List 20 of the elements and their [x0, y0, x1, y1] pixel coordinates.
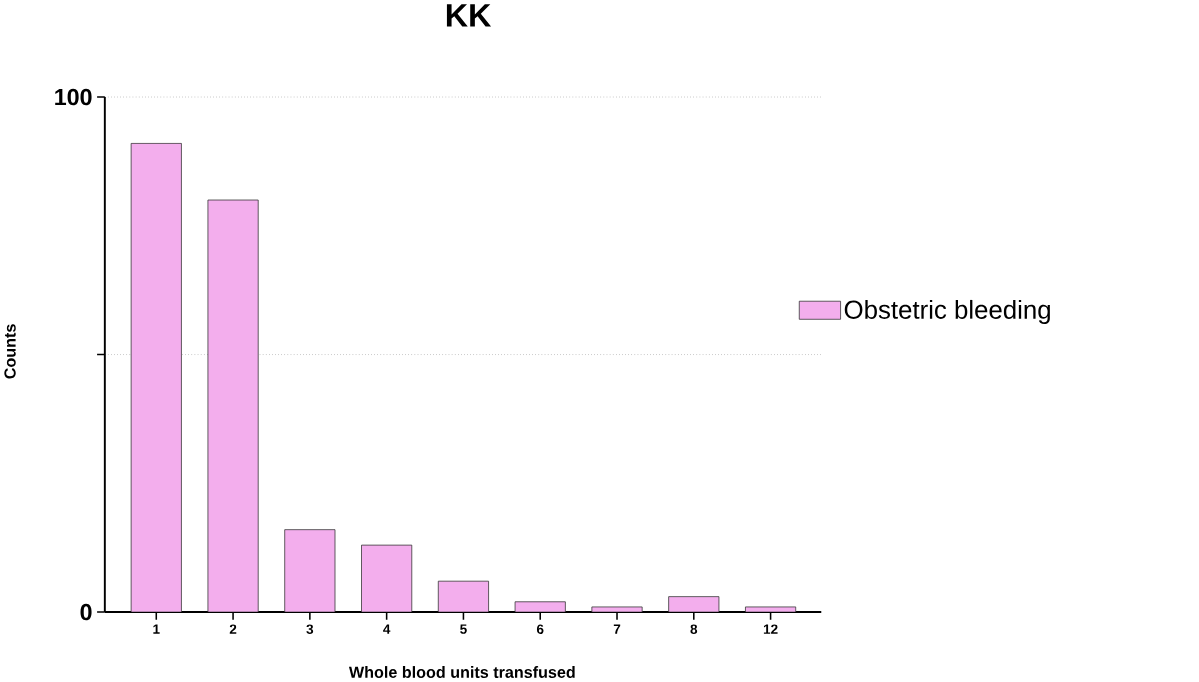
y-axis-title: Counts: [4, 324, 16, 379]
x-tick-label: 8: [690, 624, 698, 634]
x-tick-label: 4: [383, 624, 391, 634]
bar: [284, 529, 336, 612]
x-tick-label: 1: [153, 624, 160, 634]
y-tick-label: 0: [80, 603, 92, 621]
y-tick-label: 100: [55, 88, 92, 106]
x-tick-label: 6: [536, 624, 544, 634]
bar: [437, 580, 489, 612]
x-tick-label: 7: [613, 624, 621, 634]
chart-title: KK: [446, 4, 492, 27]
x-axis-title: Whole blood units transfused: [348, 665, 575, 678]
x-tick-label: 3: [306, 624, 314, 634]
legend-label: Obstetric bleeding: [844, 299, 1050, 324]
bar: [130, 142, 182, 612]
bar: [361, 544, 413, 612]
bar: [207, 199, 259, 612]
x-tick-label: 2: [229, 624, 237, 634]
x-tick-label: 5: [460, 624, 467, 634]
x-tick-label: 12: [763, 624, 778, 634]
